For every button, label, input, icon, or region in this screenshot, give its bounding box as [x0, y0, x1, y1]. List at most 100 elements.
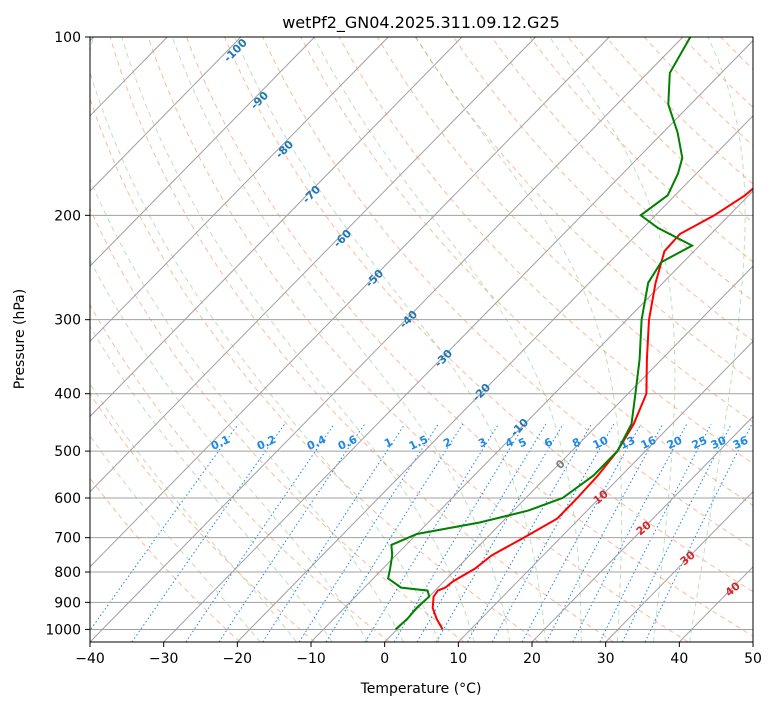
isotherm-line	[310, 190, 753, 642]
isotherm-line	[605, 490, 753, 642]
mixing-ratio-label: 36	[731, 434, 751, 452]
moist-adiabat	[90, 37, 333, 642]
moist-adiabat	[415, 37, 623, 642]
background-lines	[90, 37, 753, 642]
y-tick-label: 100	[54, 30, 81, 46]
y-tick-label: 800	[54, 565, 81, 581]
x-tick-label: −20	[223, 651, 253, 667]
mixing-ratio-label: 25	[690, 434, 709, 452]
isotherm-line	[90, 37, 684, 642]
dry-adiabat	[90, 303, 390, 642]
mixing-ratio-label: 10	[591, 434, 611, 452]
x-tick-label: 50	[744, 651, 762, 667]
x-tick-label: −30	[149, 651, 179, 667]
mixing-ratio-label: 20	[665, 434, 685, 452]
mixing-ratio-label: 1.5	[407, 433, 430, 453]
isotherm-line	[90, 37, 315, 267]
dry-adiabat	[720, 37, 753, 70]
mixing-ratio-line	[491, 423, 615, 642]
moist-adiabat	[121, 37, 475, 642]
mixing-ratio-line	[185, 423, 335, 642]
y-tick-label: 500	[54, 444, 81, 460]
isotherm-line	[531, 415, 753, 642]
mixing-ratio-line	[416, 423, 547, 642]
mixing-ratio-line	[262, 423, 406, 642]
mixing-ratio-line	[298, 423, 439, 642]
moist-adiabat-label: -50	[363, 267, 386, 290]
isotherm-line	[678, 566, 753, 642]
x-tick-label: 20	[523, 651, 541, 667]
mixing-ratio-line	[545, 423, 664, 642]
dry-adiabat	[529, 37, 753, 263]
moist-adiabat-label: -90	[248, 89, 271, 112]
mixing-ratio-label: 13	[618, 434, 637, 452]
dry-adiabat	[338, 37, 753, 465]
x-axis-ticks: −40 −30 −20 −10 0 10 20 30 40 50	[75, 642, 762, 667]
mixing-ratio-label: 16	[639, 434, 659, 452]
y-tick-label: 1000	[45, 622, 81, 638]
mixing-ratio-label: 0.4	[305, 433, 328, 453]
isotherm-line	[90, 37, 610, 568]
dry-adiabat	[414, 37, 753, 382]
dry-adiabat	[376, 37, 753, 423]
dewpoint-trace	[386, 37, 695, 631]
dry-adiabat	[90, 477, 241, 642]
moist-adiabat	[549, 37, 676, 642]
plot-frame	[89, 36, 754, 643]
dry-adiabat	[643, 37, 753, 147]
y-axis-label: Pressure (hPa)	[12, 289, 28, 389]
moist-adiabat	[90, 37, 404, 642]
isotherm-line	[457, 340, 753, 642]
moist-adiabat	[90, 37, 369, 642]
y-tick-label: 900	[54, 595, 81, 611]
isotherm-line	[752, 641, 753, 642]
dry-adiabat	[262, 37, 753, 549]
x-tick-label: −40	[75, 651, 105, 667]
dry-adiabat	[567, 37, 753, 224]
mixing-ratio-label: 0.6	[336, 433, 359, 453]
mixing-ratio-line	[572, 423, 688, 642]
dry-adiabat	[90, 207, 465, 642]
mixing-ratio-line	[467, 423, 592, 642]
line-annotations: 0.1 0.2 0.4 0.6 1 1.5 2 3 4 5 6 8 10 13 16 20 25 30 36-100…	[209, 36, 751, 599]
mixing-ratio-line	[621, 423, 732, 642]
y-tick-label: 700	[54, 531, 81, 547]
moist-adiabat	[90, 37, 440, 642]
mixing-ratio-line	[599, 423, 712, 642]
dry-adiabat	[90, 392, 316, 642]
y-tick-label: 300	[54, 313, 81, 329]
moist-adiabat	[171, 37, 511, 642]
mixing-ratio-line	[393, 423, 526, 642]
mixing-ratio-label: 6	[542, 435, 555, 450]
x-tick-label: 30	[597, 651, 615, 667]
mixing-ratio-line	[644, 423, 753, 642]
mixing-ratio-line	[521, 423, 642, 642]
dry-adiabat	[109, 37, 614, 642]
dry-adiabat	[147, 37, 689, 642]
moist-adiabat	[90, 37, 297, 642]
dry-adiabat	[453, 37, 753, 342]
isotherm-line	[90, 37, 389, 343]
moist-adiabat	[90, 37, 261, 642]
y-axis-ticks: 100 200 300 400 500 600 700 800 900 1000	[45, 30, 90, 638]
profile-traces	[386, 37, 753, 631]
dry-adiabat	[491, 37, 753, 302]
mixing-ratio-label: 0.2	[255, 433, 278, 453]
x-tick-label: 40	[670, 651, 688, 667]
chart-title: wetPf2_GN04.2025.311.09.12.G25	[282, 13, 560, 33]
dry-adiabat-label: 40	[723, 579, 743, 599]
moist-adiabat-label: -40	[397, 308, 420, 331]
mixing-ratio-line	[131, 423, 286, 642]
mixing-ratio-line	[325, 423, 464, 642]
zero-label: 0	[553, 457, 568, 472]
isotherm-line	[90, 37, 536, 493]
dry-adiabat	[224, 37, 753, 593]
x-axis-label: Temperature (°C)	[360, 681, 482, 697]
isotherm-line	[90, 37, 242, 192]
mixing-ratio-line	[435, 423, 564, 642]
x-tick-label: 10	[449, 651, 467, 667]
moist-adiabat-label: -30	[432, 347, 455, 370]
mixing-ratio-line	[90, 423, 239, 632]
isotherm-line	[384, 265, 753, 642]
